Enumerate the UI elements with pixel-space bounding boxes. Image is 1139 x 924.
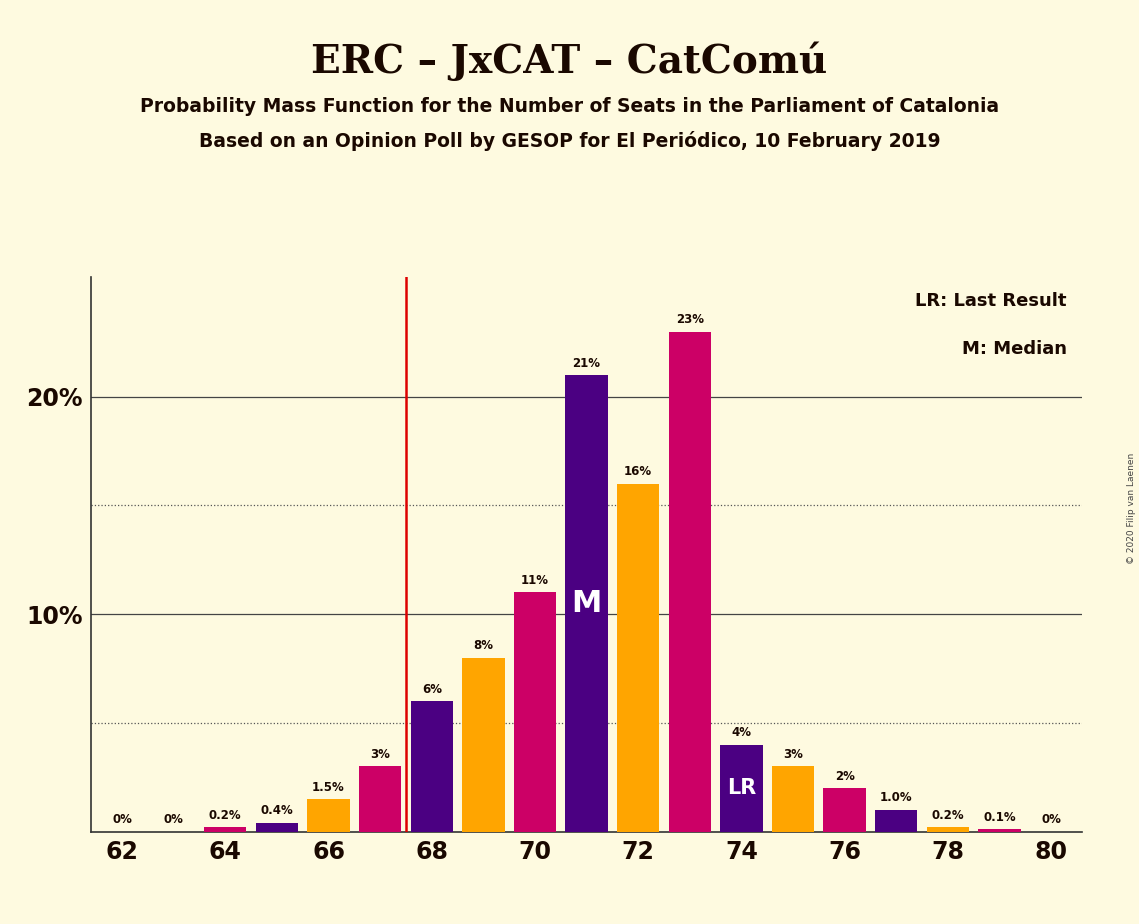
Bar <box>410 701 453 832</box>
Bar <box>514 592 556 832</box>
Bar <box>204 827 246 832</box>
Text: LR: LR <box>727 778 756 798</box>
Bar <box>308 799 350 832</box>
Text: M: Median: M: Median <box>961 340 1066 359</box>
Text: Probability Mass Function for the Number of Seats in the Parliament of Catalonia: Probability Mass Function for the Number… <box>140 97 999 116</box>
Text: 3%: 3% <box>784 748 803 761</box>
Text: 0.2%: 0.2% <box>932 808 965 821</box>
Text: LR: Last Result: LR: Last Result <box>915 292 1066 310</box>
Bar <box>617 484 659 832</box>
Text: 0%: 0% <box>1041 813 1062 826</box>
Text: 0%: 0% <box>164 813 183 826</box>
Text: © 2020 Filip van Laenen: © 2020 Filip van Laenen <box>1126 453 1136 564</box>
Text: 23%: 23% <box>675 313 704 326</box>
Text: Based on an Opinion Poll by GESOP for El Periódico, 10 February 2019: Based on an Opinion Poll by GESOP for El… <box>198 131 941 152</box>
Text: 3%: 3% <box>370 748 390 761</box>
Text: 16%: 16% <box>624 466 653 479</box>
Text: M: M <box>572 589 601 618</box>
Text: ERC – JxCAT – CatComú: ERC – JxCAT – CatComú <box>311 42 828 81</box>
Text: 0.1%: 0.1% <box>983 811 1016 824</box>
Bar <box>565 375 608 832</box>
Bar <box>256 823 298 832</box>
Bar <box>720 745 763 832</box>
Text: 4%: 4% <box>731 726 752 739</box>
Text: 0%: 0% <box>112 813 132 826</box>
Text: 2%: 2% <box>835 770 854 783</box>
Text: 1.0%: 1.0% <box>880 792 912 805</box>
Text: 6%: 6% <box>421 683 442 696</box>
Bar <box>462 658 505 832</box>
Text: 11%: 11% <box>521 574 549 587</box>
Bar <box>772 766 814 832</box>
Bar <box>669 332 711 832</box>
Bar <box>927 827 969 832</box>
Bar <box>359 766 401 832</box>
Text: 0.2%: 0.2% <box>208 808 241 821</box>
Text: 21%: 21% <box>573 357 600 370</box>
Text: 1.5%: 1.5% <box>312 781 345 794</box>
Bar <box>875 809 917 832</box>
Text: 0.4%: 0.4% <box>261 805 294 818</box>
Text: 8%: 8% <box>474 639 493 652</box>
Bar <box>978 830 1021 832</box>
Bar <box>823 788 866 832</box>
